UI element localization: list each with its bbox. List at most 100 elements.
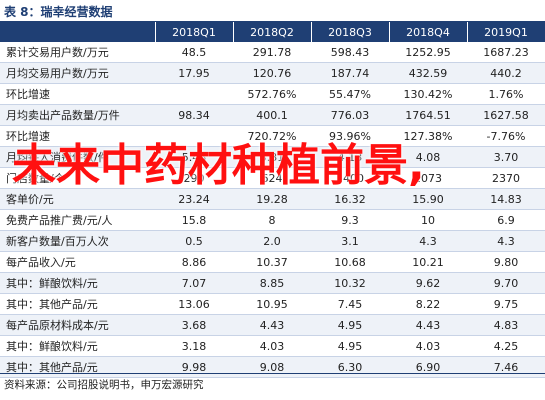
table-row: 每产品收入/元 8.86 10.37 10.68 10.21 9.80 bbox=[0, 251, 545, 273]
value-cell: 9.3 bbox=[311, 209, 389, 231]
value-cell: 400.1 bbox=[233, 104, 311, 126]
header-cell-label bbox=[0, 22, 156, 42]
value-cell: 624 bbox=[233, 167, 311, 189]
value-cell: 440.2 bbox=[467, 62, 545, 84]
value-cell: 4.83 bbox=[467, 314, 545, 336]
value-cell: 291.78 bbox=[233, 42, 311, 63]
value-cell: 4.03 bbox=[233, 335, 311, 357]
row-label-cell: 其中：其他产品/元 bbox=[0, 356, 155, 378]
table-title: 表 8：瑞幸经营数据 bbox=[4, 5, 113, 19]
value-cell: 7.45 bbox=[311, 293, 389, 315]
value-cell: 1687.23 bbox=[467, 42, 545, 63]
row-label-cell: 月均交易用户数/万元 bbox=[0, 62, 155, 84]
table-row: 累计交易用户数/万元 48.5 291.78 598.43 1252.95 1687.23 bbox=[0, 42, 545, 63]
watermark-overlay: 未来中药材种植前景, bbox=[12, 140, 425, 191]
value-cell: 3.31 bbox=[233, 146, 311, 168]
value-cell: 4.08 bbox=[389, 146, 467, 168]
value-cell: 23.24 bbox=[155, 188, 233, 210]
table-header-row: 2018Q1 2018Q2 2018Q3 2018Q4 2019Q1 bbox=[0, 22, 545, 42]
table-row: 免费产品推广费/元/人 15.8 8 9.3 10 6.9 bbox=[0, 209, 545, 231]
value-cell: 0.5 bbox=[155, 230, 233, 252]
table-row: 月均卖出产品数量/万件 98.34 400.1 776.03 1764.51 1627.5… bbox=[0, 104, 545, 126]
value-cell: 48.5 bbox=[155, 42, 233, 63]
value-cell: 6.90 bbox=[389, 356, 467, 378]
header-cell-2018q2: 2018Q2 bbox=[233, 22, 312, 42]
row-label-cell: 免费产品推广费/元/人 bbox=[0, 209, 155, 231]
value-cell: 10.68 bbox=[311, 251, 389, 273]
table-body: 累计交易用户数/万元 48.5 291.78 598.43 1252.95 1687.23… bbox=[0, 42, 545, 378]
value-cell: 3.1 bbox=[311, 230, 389, 252]
value-cell: 187.74 bbox=[311, 62, 389, 84]
value-cell: 2370 bbox=[467, 167, 545, 189]
value-cell: 55.47% bbox=[311, 83, 389, 105]
value-cell: 3.70 bbox=[467, 146, 545, 168]
table-row: 门店数量/个 290 624 1400 2073 2370 bbox=[0, 167, 545, 189]
value-cell: 9.75 bbox=[467, 293, 545, 315]
value-cell: 7.46 bbox=[467, 356, 545, 378]
value-cell: 17.95 bbox=[155, 62, 233, 84]
value-cell: 98.34 bbox=[155, 104, 233, 126]
value-cell: 3.68 bbox=[155, 314, 233, 336]
header-cell-2019q1: 2019Q1 bbox=[467, 22, 545, 42]
value-cell: 15.8 bbox=[155, 209, 233, 231]
value-cell: 2073 bbox=[389, 167, 467, 189]
table-row: 月均每人消费件数/件 5.48 3.31 4.13 4.08 3.70 bbox=[0, 146, 545, 168]
value-cell: 9.62 bbox=[389, 272, 467, 294]
value-cell: 10 bbox=[389, 209, 467, 231]
value-cell: 120.76 bbox=[233, 62, 311, 84]
value-cell: 4.43 bbox=[389, 314, 467, 336]
table-row: 环比增速 572.76% 55.47% 130.42% 1.76% bbox=[0, 83, 545, 105]
row-label-cell: 环比增速 bbox=[0, 125, 155, 147]
header-cell-2018q3: 2018Q3 bbox=[311, 22, 390, 42]
value-cell: 8.22 bbox=[389, 293, 467, 315]
value-cell: 5.48 bbox=[155, 146, 233, 168]
value-cell: 4.13 bbox=[311, 146, 389, 168]
row-label-cell: 月均每人消费件数/件 bbox=[0, 146, 155, 168]
header-cell-2018q4: 2018Q4 bbox=[389, 22, 468, 42]
value-cell: 2.0 bbox=[233, 230, 311, 252]
table-row: 月均交易用户数/万元 17.95 120.76 187.74 432.59 440.2 bbox=[0, 62, 545, 84]
row-label-cell: 其中：其他产品/元 bbox=[0, 293, 155, 315]
value-cell: 14.83 bbox=[467, 188, 545, 210]
value-cell: 130.42% bbox=[389, 83, 467, 105]
value-cell: 127.38% bbox=[389, 125, 467, 147]
row-label-cell: 其中：鲜酿饮料/元 bbox=[0, 335, 155, 357]
value-cell: 15.90 bbox=[389, 188, 467, 210]
value-cell: 10.37 bbox=[233, 251, 311, 273]
row-label-cell: 每产品原材料成本/元 bbox=[0, 314, 155, 336]
table-row: 环比增速 720.72% 93.96% 127.38% -7.76% bbox=[0, 125, 545, 147]
table-row: 新客户数量/百万人次 0.5 2.0 3.1 4.3 4.3 bbox=[0, 230, 545, 252]
value-cell: 720.72% bbox=[233, 125, 311, 147]
value-cell: 4.03 bbox=[389, 335, 467, 357]
table-row: 每产品原材料成本/元 3.68 4.43 4.95 4.43 4.83 bbox=[0, 314, 545, 336]
value-cell: 598.43 bbox=[311, 42, 389, 63]
row-label-cell: 月均卖出产品数量/万件 bbox=[0, 104, 155, 126]
value-cell: 9.70 bbox=[467, 272, 545, 294]
value-cell: 3.18 bbox=[155, 335, 233, 357]
value-cell bbox=[155, 125, 233, 147]
value-cell: 8.86 bbox=[155, 251, 233, 273]
row-label-cell: 门店数量/个 bbox=[0, 167, 155, 189]
table-row: 其中：其他产品/元 9.98 9.08 6.30 6.90 7.46 bbox=[0, 356, 545, 378]
value-cell: 93.96% bbox=[311, 125, 389, 147]
value-cell: 4.3 bbox=[389, 230, 467, 252]
value-cell: 13.06 bbox=[155, 293, 233, 315]
source-note: 资料来源：公司招股说明书，申万宏源研究 bbox=[4, 379, 204, 391]
value-cell: 1252.95 bbox=[389, 42, 467, 63]
value-cell: 1627.58 bbox=[467, 104, 545, 126]
value-cell: 4.3 bbox=[467, 230, 545, 252]
value-cell: 8.85 bbox=[233, 272, 311, 294]
table-row: 其中：其他产品/元 13.06 10.95 7.45 8.22 9.75 bbox=[0, 293, 545, 315]
value-cell: -7.76% bbox=[467, 125, 545, 147]
value-cell: 8 bbox=[233, 209, 311, 231]
value-cell: 16.32 bbox=[311, 188, 389, 210]
value-cell: 6.9 bbox=[467, 209, 545, 231]
row-label-cell: 环比增速 bbox=[0, 83, 155, 105]
value-cell: 9.08 bbox=[233, 356, 311, 378]
value-cell: 4.95 bbox=[311, 314, 389, 336]
value-cell: 432.59 bbox=[389, 62, 467, 84]
value-cell: 10.95 bbox=[233, 293, 311, 315]
value-cell: 4.95 bbox=[311, 335, 389, 357]
table-row: 其中：鲜酿饮料/元 7.07 8.85 10.32 9.62 9.70 bbox=[0, 272, 545, 294]
value-cell: 1764.51 bbox=[389, 104, 467, 126]
